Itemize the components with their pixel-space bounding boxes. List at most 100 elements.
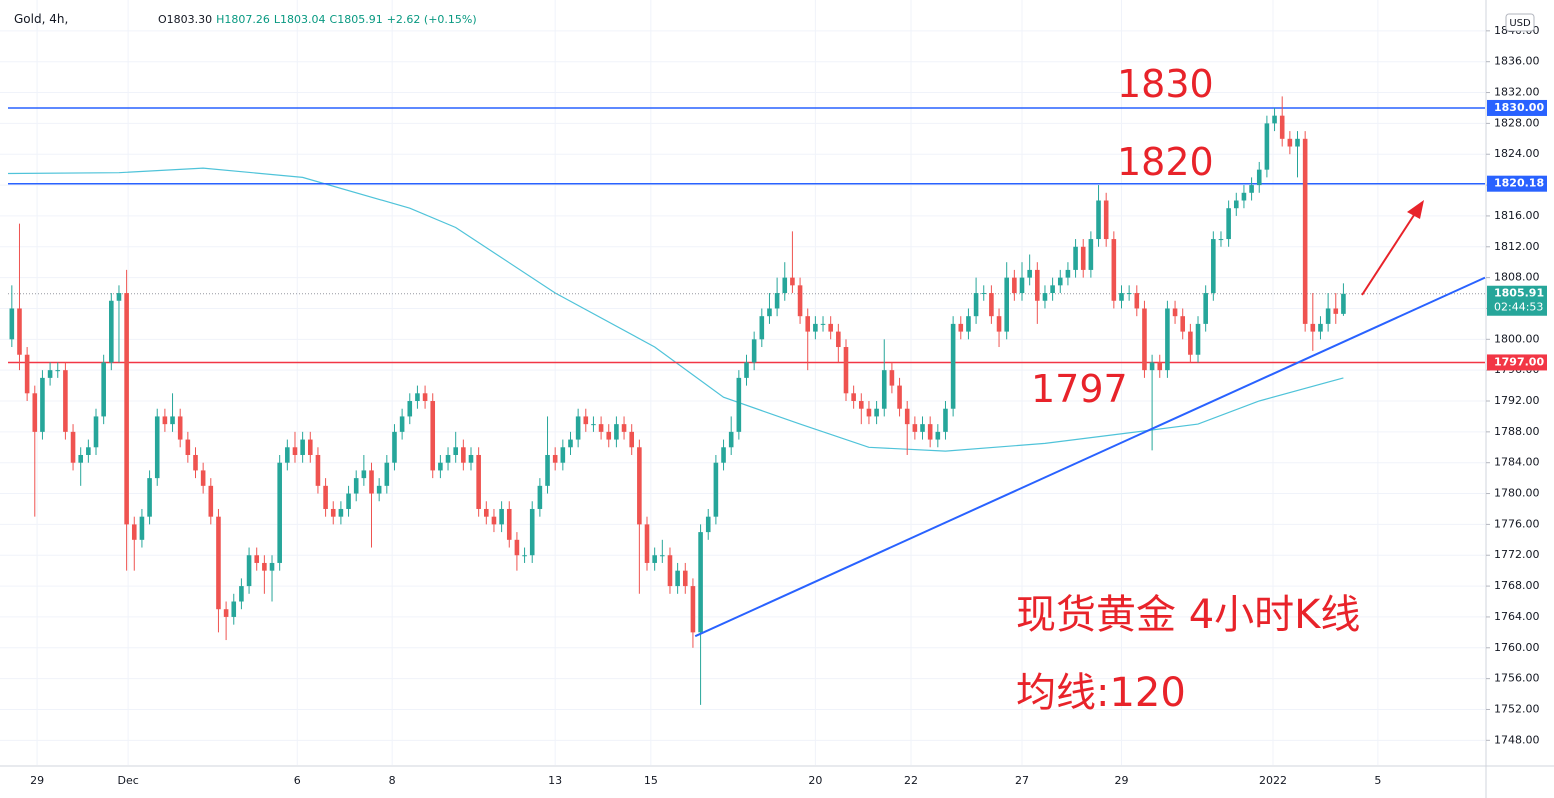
candle-body: [591, 424, 596, 426]
candle-body: [1035, 269, 1040, 301]
candle-body: [422, 393, 428, 402]
candle-body: [131, 524, 137, 540]
y-tick-label: 1792.00: [1494, 394, 1540, 407]
y-tick-label: 1756.00: [1494, 672, 1540, 685]
candle-body: [912, 424, 918, 432]
candle-body: [1218, 239, 1224, 241]
level-label: 1797.00: [1494, 355, 1544, 368]
candle-body: [407, 401, 413, 417]
candle-body: [897, 385, 902, 409]
candle-body: [736, 377, 742, 432]
axes: 1748.00 1752.00 1756.00 1760.00 1764.00 1768.…: [30, 24, 1547, 787]
candle-body: [1088, 239, 1094, 270]
candle-body: [759, 316, 765, 340]
y-tick-label: 1788.00: [1494, 425, 1540, 438]
candle-body: [1272, 115, 1277, 124]
candle-body: [958, 323, 964, 332]
candle-body: [231, 601, 237, 617]
y-tick-label: 1768.00: [1494, 579, 1540, 592]
y-tick-label: 1800.00: [1494, 332, 1540, 345]
candle-body: [782, 277, 788, 294]
candle-body: [1172, 308, 1178, 317]
x-tick-label: 2022: [1259, 774, 1287, 787]
annotation: 均线:120: [1016, 670, 1186, 716]
candle-body: [453, 447, 458, 455]
candle-body: [269, 562, 275, 571]
moving-average: [7, 167, 1344, 452]
candle-body: [675, 570, 680, 587]
candle-body: [1341, 293, 1346, 314]
y-tick-label: 1748.00: [1494, 733, 1540, 746]
x-tick-label: 8: [389, 774, 396, 787]
candle-body: [399, 416, 405, 432]
candle-body: [1050, 285, 1055, 294]
currency[interactable]: USD: [1509, 18, 1531, 29]
candle-body: [361, 470, 367, 479]
y-tick-label: 1832.00: [1494, 86, 1540, 99]
candle-body: [376, 485, 382, 494]
candle-body: [820, 323, 826, 325]
candle-body: [369, 470, 374, 494]
candle-body: [262, 562, 267, 571]
candle-body: [476, 454, 481, 509]
candle-body: [208, 485, 214, 517]
candle-body: [813, 323, 818, 332]
candle-body: [40, 377, 45, 432]
candle-body: [63, 370, 68, 432]
candle-body: [1287, 138, 1293, 147]
candle-body: [935, 431, 941, 440]
x-tick-label: 6: [294, 774, 301, 787]
candle-body: [154, 416, 160, 479]
candle-body: [1241, 192, 1247, 201]
x-tick-label: 15: [644, 774, 658, 787]
candle-body: [790, 277, 795, 286]
candle-body: [277, 462, 282, 563]
candle-body: [705, 516, 711, 533]
candle-body: [1302, 138, 1308, 324]
candle-body: [568, 439, 573, 448]
candle-body: [545, 454, 550, 486]
candle-body: [598, 424, 604, 432]
candle-body: [438, 462, 443, 471]
candle-body: [246, 555, 252, 587]
candle-body: [552, 454, 558, 463]
candle-body: [1233, 200, 1239, 209]
candle-body: [1012, 277, 1017, 294]
x-tick-label: 27: [1015, 774, 1029, 787]
candle-body: [1180, 316, 1186, 332]
candle-body: [660, 555, 665, 557]
candle-body: [24, 354, 30, 394]
candle-body: [285, 447, 290, 463]
candle-body: [1157, 362, 1163, 371]
candle-body: [904, 408, 910, 425]
candle-body: [1226, 208, 1231, 240]
candle-body: [644, 524, 650, 563]
candle-body: [889, 370, 895, 386]
candle-body: [851, 393, 856, 402]
candle-body: [522, 555, 527, 557]
candle-body: [32, 393, 38, 432]
candle-body: [1073, 246, 1078, 270]
candle-body: [575, 416, 581, 440]
candle-body: [529, 508, 535, 556]
candle-body: [323, 485, 328, 509]
candle-body: [506, 508, 512, 540]
candle-body: [973, 293, 979, 317]
candle-body: [384, 462, 390, 486]
ohlc-value: L1803.04: [274, 13, 326, 26]
grid: [0, 0, 1485, 765]
level-label: 1820.18: [1494, 177, 1544, 190]
candle-body: [1096, 200, 1101, 240]
candle-body: [1126, 293, 1132, 295]
candle-body: [223, 609, 229, 617]
candle-body: [629, 431, 635, 448]
y-tick-label: 1760.00: [1494, 641, 1540, 654]
candle-body: [1279, 115, 1285, 139]
candle-body: [430, 401, 436, 471]
countdown: 02:44:53: [1494, 301, 1543, 314]
candle-body: [652, 555, 657, 563]
candle-body: [744, 362, 749, 378]
level-label-box: [1487, 354, 1547, 371]
currency-box[interactable]: [1505, 13, 1535, 32]
